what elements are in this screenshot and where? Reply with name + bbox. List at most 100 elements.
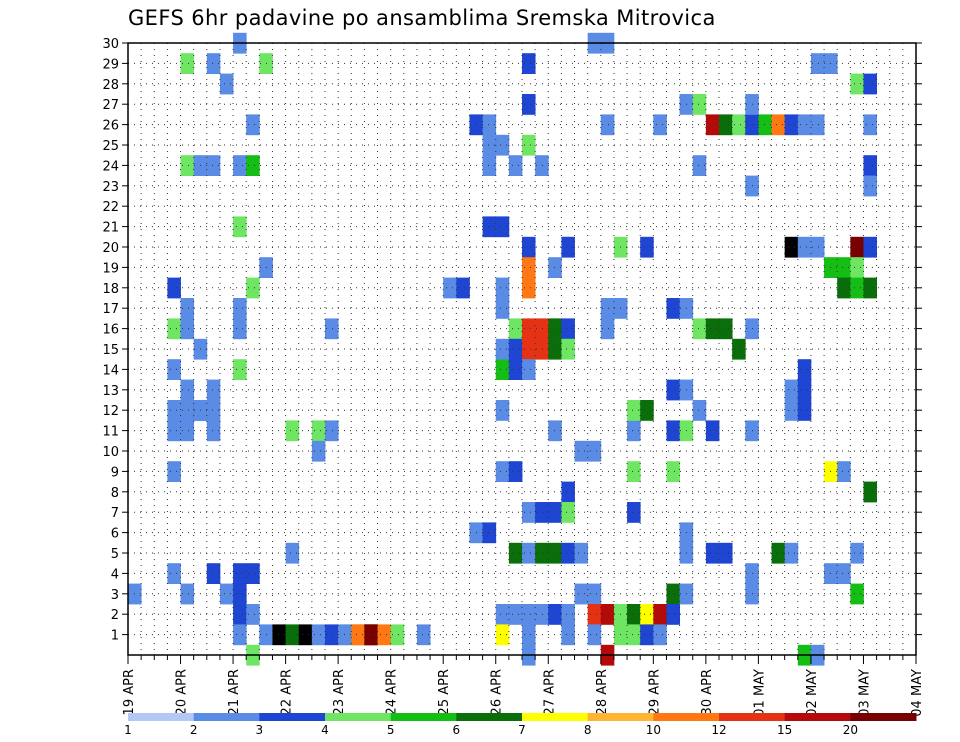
heatmap-cell	[522, 257, 536, 278]
heatmap-cell	[180, 155, 195, 176]
heatmap-cell	[797, 400, 812, 421]
heatmap-cell	[666, 461, 680, 482]
heatmap-cell	[837, 277, 851, 299]
heatmap-cell	[666, 379, 680, 401]
heatmap-cell	[784, 400, 799, 421]
heatmap-cell	[705, 542, 720, 564]
heatmap-cell	[863, 236, 877, 258]
heatmap-cell	[206, 563, 221, 584]
y-tick-label: 30	[102, 37, 119, 52]
heatmap-cell	[797, 379, 812, 401]
heatmap-cell	[206, 420, 221, 442]
heatmap-cell	[771, 114, 786, 136]
heatmap-cell	[561, 481, 575, 503]
heatmap-cell	[535, 318, 549, 340]
colorbar-swatch	[653, 713, 720, 721]
heatmap-cell	[167, 359, 181, 380]
heatmap-cell	[180, 400, 195, 421]
y-tick-label: 3	[111, 588, 119, 603]
heatmap-cell	[548, 604, 562, 625]
heatmap-cell	[298, 624, 313, 646]
x-tick-label: 23 APR	[332, 669, 347, 715]
heatmap-cell	[285, 624, 300, 646]
heatmap-cell	[508, 318, 523, 340]
y-tick-label: 21	[102, 221, 119, 236]
heatmap-cell	[574, 583, 589, 605]
heatmap-cell	[351, 624, 365, 646]
heatmap-cell	[167, 461, 181, 482]
heatmap-cell	[574, 542, 589, 564]
heatmap-cell	[508, 542, 523, 564]
heatmap-cell	[535, 502, 549, 523]
heatmap-cell	[522, 542, 536, 564]
colorbar-label: 12	[711, 723, 726, 737]
heatmap-cell	[627, 604, 641, 625]
x-tick-label: 25 APR	[437, 669, 452, 715]
heatmap-cell	[180, 583, 195, 605]
colorbar-swatch	[325, 713, 392, 721]
heatmap-cell	[233, 624, 247, 646]
heatmap-cell	[863, 155, 877, 176]
heatmap-cell	[233, 216, 247, 238]
heatmap-cell	[535, 542, 549, 564]
heatmap-cell	[666, 583, 680, 605]
heatmap-cell	[850, 542, 864, 564]
heatmap-cell	[850, 583, 864, 605]
heatmap-cell	[587, 583, 602, 605]
colorbar-swatch	[850, 713, 917, 721]
heatmap-cell	[522, 94, 536, 115]
heatmap-cell	[495, 400, 510, 421]
heatmap-cell	[587, 604, 602, 625]
heatmap-cell	[627, 420, 641, 442]
heatmap-cell	[666, 604, 680, 625]
colorbar-swatch	[259, 713, 326, 721]
heatmap-cell	[810, 114, 825, 136]
heatmap-cell	[561, 604, 575, 625]
heatmap-cell	[272, 624, 286, 646]
heatmap-cell	[600, 604, 615, 625]
heatmap-cell	[810, 53, 825, 74]
heatmap-cell	[311, 420, 326, 442]
heatmap-cell	[206, 400, 221, 421]
heatmap-cell	[167, 277, 181, 299]
heatmap-cell	[810, 236, 825, 258]
heatmap-cell	[666, 298, 680, 319]
heatmap-cell	[600, 318, 615, 340]
heatmap-cell	[482, 155, 497, 176]
heatmap-cell	[837, 563, 851, 584]
heatmap-cell	[548, 257, 562, 278]
heatmap-cell	[246, 604, 260, 625]
y-tick-label: 9	[111, 465, 119, 480]
x-tick-label: 03 MAY	[857, 669, 872, 717]
heatmap-cell	[508, 359, 523, 380]
colorbar-swatch	[193, 713, 260, 721]
heatmap-cell	[535, 155, 549, 176]
heatmap-cell	[246, 563, 260, 584]
heatmap-cell	[587, 624, 602, 646]
heatmap-cell	[456, 277, 470, 299]
heatmap-cell	[495, 359, 510, 380]
heatmap-cell	[233, 318, 247, 340]
heatmap-cell	[443, 277, 457, 299]
heatmap-cell	[705, 318, 720, 340]
heatmap-cell	[495, 298, 510, 319]
heatmap-cell	[784, 542, 799, 564]
x-tick-label: 21 APR	[227, 669, 242, 715]
heatmap-cell	[233, 155, 247, 176]
y-tick-label: 28	[102, 78, 119, 93]
heatmap-cell	[219, 583, 234, 605]
heatmap-cell	[692, 400, 707, 421]
colorbar-label: 1	[124, 723, 132, 737]
heatmap-cell	[653, 624, 667, 646]
heatmap-cell	[522, 502, 536, 523]
colorbar-label: 5	[387, 723, 395, 737]
x-tick-label: 28 APR	[595, 669, 610, 715]
heatmap-cell	[522, 604, 536, 625]
heatmap-cell	[522, 359, 536, 380]
y-tick-label: 13	[102, 384, 119, 399]
heatmap-cell	[522, 624, 536, 646]
y-tick-label: 12	[102, 404, 119, 419]
heatmap-cell	[482, 134, 497, 156]
colorbar-label: 20	[843, 723, 858, 737]
heatmap-cell	[285, 420, 300, 442]
